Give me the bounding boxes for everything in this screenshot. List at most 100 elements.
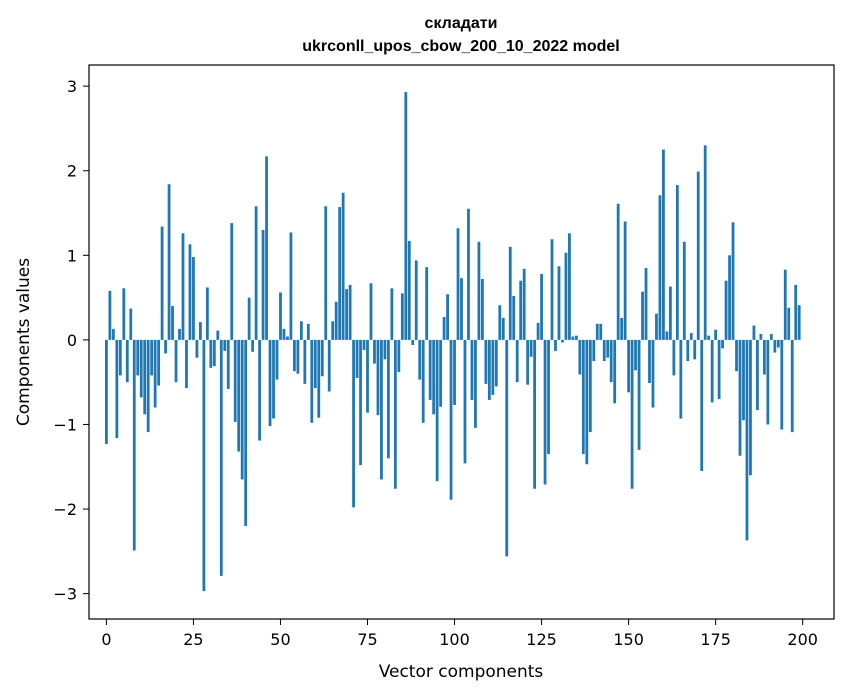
bar-10 — [139, 339, 143, 398]
bar-27 — [199, 322, 202, 340]
bar-20 — [174, 339, 178, 383]
bar-70 — [348, 284, 352, 340]
bar-108 — [481, 278, 484, 340]
bar-77 — [373, 339, 376, 364]
bar-161 — [665, 331, 669, 340]
bar-174 — [710, 339, 714, 403]
bar-96 — [439, 339, 443, 407]
bar-146 — [613, 339, 617, 404]
bar-139 — [588, 339, 592, 433]
bar-189 — [762, 339, 766, 375]
bar-81 — [387, 339, 390, 459]
bar-66 — [334, 301, 338, 340]
bar-143 — [602, 339, 606, 362]
y-tick-label: 3 — [67, 77, 77, 96]
bar-184 — [745, 339, 749, 541]
bar-137 — [581, 339, 585, 455]
bar-61 — [317, 339, 321, 418]
bar-119 — [519, 280, 523, 340]
x-tick-label: 100 — [439, 630, 470, 649]
bar-21 — [178, 328, 181, 340]
bar-71 — [352, 339, 355, 508]
bar-58 — [306, 323, 310, 340]
y-tick-label: 0 — [67, 331, 77, 350]
bar-78 — [376, 339, 380, 416]
bar-197 — [790, 339, 794, 433]
bar-47 — [268, 339, 272, 427]
x-tick-label: 150 — [613, 630, 644, 649]
bar-177 — [721, 339, 724, 349]
bar-11 — [143, 339, 147, 415]
bar-168 — [689, 333, 693, 340]
bar-33 — [219, 339, 223, 576]
bar-179 — [728, 255, 731, 340]
bar-50 — [279, 292, 282, 340]
bar-182 — [738, 339, 742, 456]
bar-147 — [616, 203, 620, 340]
bar-56 — [299, 321, 303, 340]
bar-167 — [686, 339, 690, 362]
bar-101 — [456, 228, 460, 340]
bar-85 — [400, 293, 404, 340]
bar-41 — [247, 297, 251, 340]
bar-114 — [501, 317, 505, 340]
bar-140 — [592, 339, 596, 362]
bar-135 — [574, 335, 578, 340]
bar-76 — [369, 283, 373, 340]
bar-123 — [533, 339, 536, 489]
bar-133 — [568, 233, 571, 340]
bar-48 — [272, 339, 275, 419]
bar-163 — [672, 339, 676, 376]
bar-175 — [714, 329, 718, 340]
bar-129 — [554, 339, 557, 351]
bar-128 — [550, 239, 554, 340]
bar-169 — [693, 339, 697, 360]
bar-53 — [289, 232, 293, 340]
bar-12 — [146, 339, 150, 433]
bar-117 — [512, 295, 516, 340]
bar-55 — [296, 339, 300, 374]
bar-173 — [707, 335, 711, 340]
bar-82 — [390, 288, 394, 340]
bar-160 — [662, 149, 665, 340]
y-axis-ticks: 3 2 1 0 −1 −2 −3 — [53, 77, 89, 604]
bar-62 — [320, 339, 324, 377]
bar-65 — [331, 321, 335, 340]
bar-141 — [595, 323, 599, 340]
bar-120 — [522, 268, 526, 340]
bar-52 — [286, 336, 289, 340]
bar-42 — [251, 339, 255, 352]
bar-170 — [696, 171, 700, 340]
bar-105 — [470, 339, 474, 400]
bar-18 — [167, 184, 171, 340]
bar-172 — [703, 145, 707, 340]
bar-156 — [648, 339, 651, 384]
bar-25 — [192, 257, 195, 340]
bar-131 — [561, 339, 564, 343]
bar-171 — [700, 339, 704, 471]
bar-130 — [557, 266, 561, 340]
bar-98 — [446, 294, 449, 340]
bar-196 — [787, 307, 791, 340]
bar-54 — [293, 339, 296, 372]
bar-157 — [651, 339, 655, 408]
x-tick-label: 75 — [357, 630, 377, 649]
x-tick-label: 50 — [270, 630, 290, 649]
bar-86 — [404, 92, 408, 340]
bar-181 — [735, 339, 738, 372]
bar-151 — [630, 339, 634, 489]
bar-29 — [205, 287, 209, 340]
bar-17 — [164, 339, 167, 354]
bar-183 — [742, 339, 745, 421]
bar-16 — [160, 226, 164, 340]
bar-5 — [122, 288, 126, 340]
bar-103 — [463, 339, 467, 464]
y-tick-label: −1 — [53, 415, 77, 434]
bar-125 — [540, 273, 543, 340]
bar-9 — [136, 339, 140, 376]
bar-109 — [484, 339, 488, 384]
bar-186 — [752, 325, 756, 340]
bar-132 — [564, 252, 568, 340]
bar-192 — [773, 339, 777, 353]
